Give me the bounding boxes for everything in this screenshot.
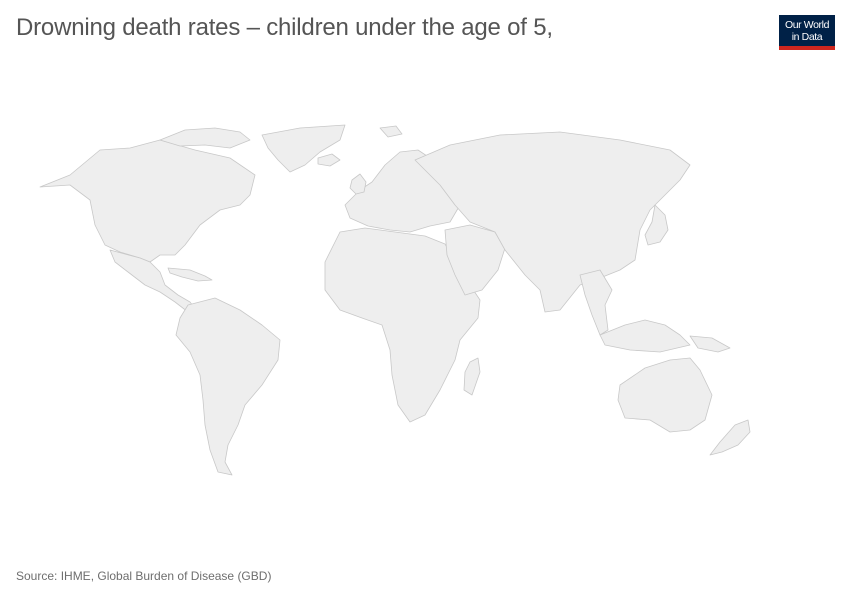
region-australia[interactable] xyxy=(617,357,713,433)
region-asia[interactable] xyxy=(414,131,691,313)
chart-title: Drowning death rates – children under th… xyxy=(16,14,553,41)
region-madagascar[interactable] xyxy=(463,357,481,396)
region-north-america[interactable] xyxy=(39,139,256,263)
source-note: Source: IHME, Global Burden of Disease (… xyxy=(16,569,272,583)
region-iceland[interactable] xyxy=(317,153,341,167)
owid-logo[interactable]: Our World in Data xyxy=(779,15,835,50)
region-svalbard[interactable] xyxy=(379,125,403,138)
region-africa[interactable] xyxy=(324,227,481,423)
region-new-guinea[interactable] xyxy=(689,335,731,353)
region-uk-ireland[interactable] xyxy=(349,173,367,195)
region-japan[interactable] xyxy=(644,204,669,246)
world-map[interactable] xyxy=(0,100,850,500)
region-caribbean[interactable] xyxy=(167,267,213,282)
logo-line-1: Our World xyxy=(784,19,830,31)
region-southeast-asia[interactable] xyxy=(579,269,613,336)
region-indonesia[interactable] xyxy=(599,319,691,353)
region-middle-east[interactable] xyxy=(444,224,506,296)
region-south-america[interactable] xyxy=(175,297,281,476)
region-arctic-islands[interactable] xyxy=(159,127,251,149)
region-greenland[interactable] xyxy=(261,124,346,173)
region-new-zealand[interactable] xyxy=(709,419,751,456)
logo-line-2: in Data xyxy=(791,31,823,43)
